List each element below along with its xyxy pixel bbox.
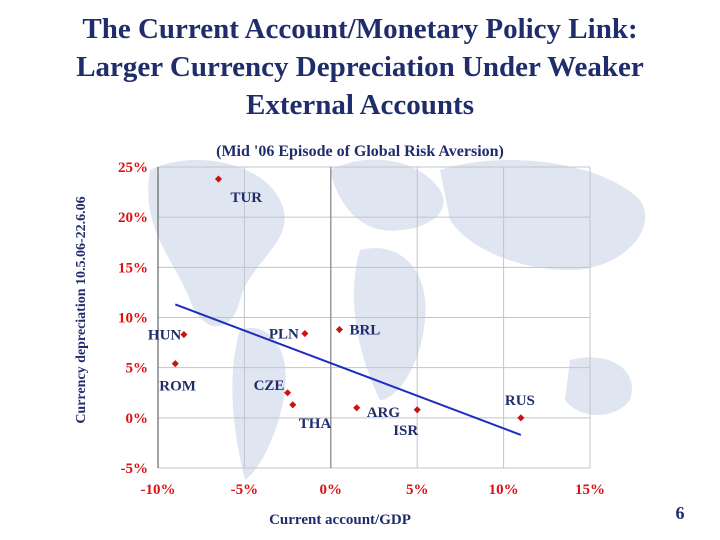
y-tick-label: 10% bbox=[118, 311, 148, 327]
y-tick-label: 0% bbox=[126, 411, 149, 427]
x-axis-label: Current account/GDP bbox=[269, 512, 411, 528]
point-label-rom: ROM bbox=[159, 379, 196, 395]
data-point-pln bbox=[301, 330, 309, 338]
data-point-tur bbox=[214, 175, 223, 183]
x-tick-label: -10% bbox=[141, 482, 176, 498]
x-tick-label: 0% bbox=[320, 482, 343, 498]
point-label-rus: RUS bbox=[505, 393, 535, 409]
point-label-hun: HUN bbox=[148, 328, 182, 344]
point-label-brl: BRL bbox=[349, 323, 380, 339]
data-point-brl bbox=[335, 326, 343, 334]
slide-title-line-1: The Current Account/Monetary Policy Link… bbox=[82, 13, 638, 45]
x-tick-label: 10% bbox=[489, 482, 519, 498]
data-point-rus bbox=[517, 414, 525, 422]
point-label-tur: TUR bbox=[230, 190, 262, 206]
point-label-arg: ARG bbox=[367, 405, 401, 421]
point-label-cze: CZE bbox=[254, 378, 285, 394]
y-tick-label: 20% bbox=[118, 210, 148, 226]
chart-subtitle: (Mid '06 Episode of Global Risk Aversion… bbox=[216, 143, 504, 160]
page-number: 6 bbox=[675, 503, 685, 523]
data-point-rom bbox=[171, 360, 179, 368]
data-point-arg bbox=[353, 404, 361, 412]
y-tick-label: 25% bbox=[118, 160, 148, 176]
y-tick-label: 15% bbox=[118, 260, 148, 276]
y-tick-label: -5% bbox=[121, 461, 149, 477]
y-tick-label: 5% bbox=[126, 361, 149, 377]
data-point-tha bbox=[289, 401, 297, 409]
x-tick-label: -5% bbox=[231, 482, 259, 498]
slide-title-line-2: Larger Currency Depreciation Under Weake… bbox=[76, 51, 644, 83]
slide-title: The Current Account/Monetary Policy Link… bbox=[0, 10, 720, 124]
data-point-hun bbox=[180, 331, 188, 339]
point-label-pln: PLN bbox=[269, 327, 299, 343]
data-point-isr bbox=[413, 406, 421, 414]
x-tick-label: 5% bbox=[406, 482, 429, 498]
trendline bbox=[174, 303, 522, 436]
point-label-isr: ISR bbox=[393, 423, 418, 439]
x-tick-label: 15% bbox=[575, 482, 605, 498]
slide-title-line-3: External Accounts bbox=[246, 89, 474, 121]
point-label-tha: THA bbox=[299, 416, 332, 432]
data-point-cze bbox=[284, 389, 292, 397]
